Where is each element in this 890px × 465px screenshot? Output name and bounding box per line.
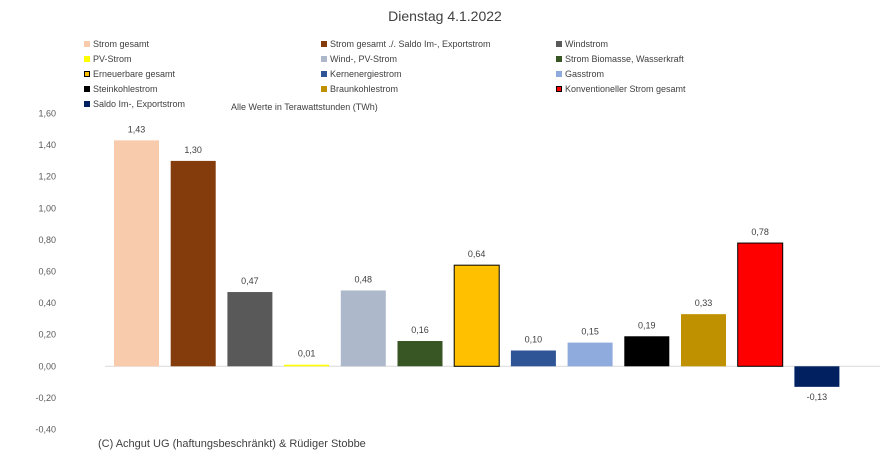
legend-item: Kernenergiestrom <box>321 69 402 79</box>
bar <box>453 264 500 367</box>
y-tick-label: 1,60 <box>38 109 56 119</box>
data-label: 0,64 <box>468 249 486 259</box>
legend-item: Strom gesamt <box>84 39 149 49</box>
bar <box>170 160 216 367</box>
y-tick-label: 0,00 <box>38 361 56 371</box>
data-label: 1,43 <box>128 124 146 134</box>
bar <box>624 336 670 367</box>
legend-item: Braunkohlestrom <box>321 84 398 94</box>
data-label: 0,78 <box>751 227 769 237</box>
legend-label: Steinkohlestrom <box>93 84 158 94</box>
legend-swatch <box>556 41 562 47</box>
units-note: Alle Werte in Terawattstunden (TWh) <box>231 102 378 112</box>
data-label: -0,13 <box>807 392 828 402</box>
bar <box>794 366 840 387</box>
legend-swatch <box>321 41 327 47</box>
legend-swatch <box>84 41 90 47</box>
data-label: 0,48 <box>355 274 373 284</box>
legend-swatch <box>556 71 562 77</box>
y-tick-label: 1,40 <box>38 140 56 150</box>
bar <box>114 140 159 367</box>
legend-item: Windstrom <box>556 39 608 49</box>
legend-swatch <box>556 56 562 62</box>
y-tick-label: 1,00 <box>38 203 56 213</box>
legend-label: PV-Strom <box>93 54 132 64</box>
legend-label: Wind-, PV-Strom <box>330 54 398 64</box>
y-tick-label: 1,20 <box>38 172 56 182</box>
bar <box>567 342 613 367</box>
y-tick-label: -0,40 <box>35 425 56 435</box>
legend-label: Strom gesamt <box>93 39 150 49</box>
y-tick-label: -0,20 <box>35 393 56 403</box>
legend-label: Kernenergiestrom <box>330 69 402 79</box>
legend-label: Gasstrom <box>565 69 605 79</box>
data-label: 0,16 <box>411 325 429 335</box>
data-label: 0,01 <box>298 349 316 359</box>
bar <box>227 292 273 367</box>
legend-label: Strom gesamt ./. Saldo Im-, Exportstrom <box>330 39 491 49</box>
bar <box>397 341 443 367</box>
y-tick-label: 0,60 <box>38 267 56 277</box>
legend-label: Saldo Im-, Exportstrom <box>93 99 186 109</box>
legend-label: Konventioneller Strom gesamt <box>565 84 686 94</box>
legend-swatch <box>556 86 562 92</box>
bar <box>340 290 386 367</box>
legend-item: Konventioneller Strom gesamt <box>556 84 686 94</box>
data-label: 0,47 <box>241 276 259 286</box>
bar <box>510 350 556 367</box>
y-tick-label: 0,40 <box>38 298 56 308</box>
data-label: 0,33 <box>695 298 713 308</box>
chart-title: Dienstag 4.1.2022 <box>388 8 502 24</box>
legend-label: Erneuerbare gesamt <box>93 69 176 79</box>
legend-item: Wind-, PV-Strom <box>321 54 397 64</box>
legend-swatch <box>321 86 327 92</box>
data-label: 0,19 <box>638 320 656 330</box>
legend-item: Erneuerbare gesamt <box>84 69 175 79</box>
legend-item: Gasstrom <box>556 69 604 79</box>
legend-swatch <box>84 71 90 77</box>
legend-item: PV-Strom <box>84 54 132 64</box>
legend-label: Strom Biomasse, Wasserkraft <box>565 54 684 64</box>
legend: Strom gesamt Strom gesamt ./. Saldo Im-, … <box>84 39 784 115</box>
legend-item: Strom gesamt ./. Saldo Im-, Exportstrom <box>321 39 491 49</box>
legend-label: Braunkohlestrom <box>330 84 399 94</box>
legend-item: Saldo Im-, Exportstrom <box>84 99 185 109</box>
legend-item: Steinkohlestrom <box>84 84 158 94</box>
data-label: 0,15 <box>581 327 599 337</box>
data-label: 1,30 <box>184 145 202 155</box>
legend-swatch <box>84 101 90 107</box>
legend-swatch <box>321 56 327 62</box>
bar <box>284 364 330 367</box>
legend-swatch <box>84 56 90 62</box>
legend-label: Windstrom <box>565 39 609 49</box>
y-tick-label: 0,80 <box>38 235 56 245</box>
legend-item: Strom Biomasse, Wasserkraft <box>556 54 684 64</box>
bar <box>737 242 784 367</box>
data-label: 0,10 <box>525 335 543 345</box>
legend-swatch <box>84 86 90 92</box>
bar <box>681 314 726 367</box>
legend-swatch <box>321 71 327 77</box>
copyright-text: (C) Achgut UG (haftungsbeschränkt) & Rüd… <box>98 438 366 450</box>
y-tick-label: 0,20 <box>38 330 56 340</box>
